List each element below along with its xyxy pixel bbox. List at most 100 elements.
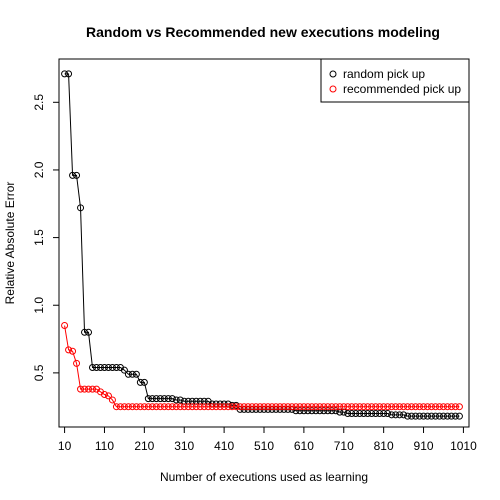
data-point [200,397,208,405]
data-point [268,403,276,411]
data-point [248,403,256,411]
data-point [368,403,376,411]
data-point [168,395,176,403]
data-point [108,396,116,404]
legend: random pick up recommended pick up [320,58,470,103]
data-point [439,412,447,420]
data-point [112,363,120,371]
series-line [64,73,460,417]
data-point [100,363,108,371]
legend-marker-recommended [329,85,337,93]
y-tick-label: 2.0 [32,161,46,178]
data-point [156,395,164,403]
data-point [288,403,296,411]
data-point [92,363,100,371]
data-point [447,403,455,411]
data-point [360,403,368,411]
data-point [172,403,180,411]
data-point [104,392,112,400]
data-point [332,407,340,415]
x-tick-label: 10 [58,439,72,453]
data-point [104,363,112,371]
data-point [85,385,93,393]
data-point [69,347,77,355]
legend-label-random: random pick up [343,67,425,81]
data-point [132,370,140,378]
data-point [212,403,220,411]
data-point [356,403,364,411]
y-tick-label: 0.5 [32,364,46,381]
data-point [380,403,388,411]
x-tick-label: 610 [294,439,314,453]
data-point [81,385,89,393]
data-point [424,403,432,411]
data-point [332,403,340,411]
data-point [140,403,148,411]
data-point [451,412,459,420]
data-point [164,403,172,411]
data-point [252,403,260,411]
data-point [73,171,81,179]
data-point [244,403,252,411]
data-point [324,407,332,415]
data-point [404,412,412,420]
data-point [132,403,140,411]
x-tick-label: 310 [174,439,194,453]
data-point [416,403,424,411]
data-point [392,403,400,411]
data-point [328,407,336,415]
data-point [89,363,96,371]
data-point [61,322,69,330]
data-point [376,409,384,417]
data-point [124,370,132,378]
data-point [148,403,156,411]
data-point [308,407,316,415]
data-point [300,407,308,415]
data-point [236,403,244,411]
data-point [196,397,204,405]
data-point [280,403,288,411]
data-point [120,366,128,374]
data-point [85,328,93,336]
data-point [184,397,192,405]
data-point [300,403,308,411]
data-point [432,403,439,411]
data-point [372,409,380,417]
data-point [352,403,360,411]
data-point [232,403,240,411]
data-point [320,407,328,415]
data-point [388,403,396,411]
data-point [344,403,352,411]
plot-frame [58,58,470,428]
x-axis-label: Number of executions used as learning [160,470,368,484]
x-tick-label: 110 [95,439,114,453]
data-point [451,403,459,411]
data-point [340,408,348,416]
data-point [348,403,356,411]
data-point [81,328,89,336]
data-point [312,407,320,415]
legend-marker-random [329,70,337,78]
x-tick-label: 510 [254,439,274,453]
data-point [77,385,85,393]
data-point [292,407,300,415]
data-point [316,403,324,411]
y-tick-label: 1.5 [32,229,46,246]
data-point [264,403,272,411]
data-point [312,403,320,411]
data-point [220,403,228,411]
data-point [200,403,208,411]
data-point [188,403,196,411]
y-axis-label: Relative Absolute Error [3,182,17,305]
data-point [443,403,451,411]
data-point [400,411,408,419]
data-point [356,409,364,417]
data-point [428,403,436,411]
data-point [172,396,180,404]
data-point [140,378,148,386]
data-point [96,363,104,371]
data-point [392,411,400,419]
data-point [240,403,248,411]
data-point [160,403,168,411]
